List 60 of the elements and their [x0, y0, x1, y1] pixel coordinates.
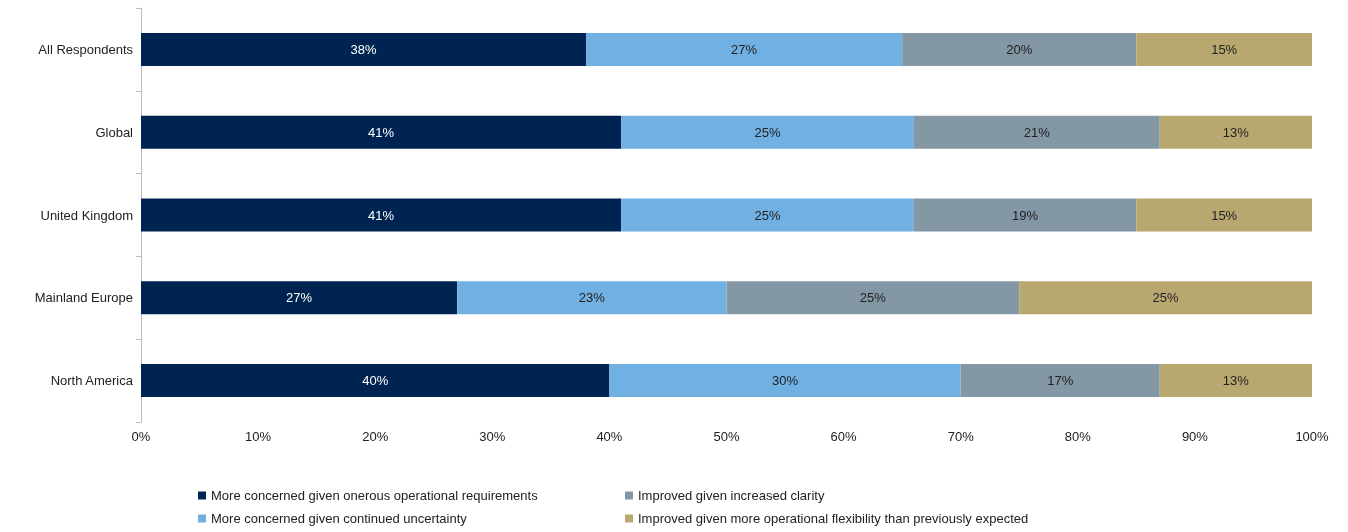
- x-tick-label: 60%: [830, 429, 858, 444]
- data-label: 41%: [368, 124, 395, 140]
- data-label: 40%: [362, 373, 389, 389]
- y-tick-label: Mainland Europe: [34, 290, 133, 306]
- y-tick-label: United Kingdom: [40, 207, 133, 223]
- x-tick-label: 80%: [1064, 429, 1092, 444]
- y-tick-label: Global: [95, 124, 134, 140]
- bar: [1159, 115, 1312, 149]
- bar: [726, 281, 1020, 315]
- legend-label: Improved given increased clarity: [638, 488, 825, 503]
- x-tick-label: 90%: [1181, 429, 1209, 444]
- data-label: 25%: [754, 124, 781, 140]
- bar: [621, 198, 914, 232]
- data-label: 15%: [1211, 207, 1238, 223]
- bar: [141, 32, 586, 66]
- y-tick-label: North America: [50, 373, 134, 389]
- bar: [1159, 364, 1312, 398]
- data-label: 20%: [1006, 41, 1033, 57]
- bar: [1136, 198, 1312, 232]
- bar: [1019, 281, 1312, 315]
- bar: [902, 32, 1137, 66]
- y-tick-label: All Respondents: [38, 41, 134, 57]
- x-tick-label: 70%: [947, 429, 975, 444]
- bar: [609, 364, 961, 398]
- x-tick-label: 100%: [1295, 429, 1330, 444]
- data-label: 19%: [1012, 207, 1039, 223]
- bar: [141, 115, 622, 149]
- data-label: 13%: [1222, 124, 1250, 140]
- bar: [585, 32, 903, 66]
- legend-label: More concerned given onerous operational requirements: [211, 488, 539, 503]
- x-tick-label: 10%: [245, 429, 272, 444]
- x-tick-label: 40%: [596, 429, 623, 444]
- legend-label: More concerned given continued uncertainty: [211, 511, 468, 526]
- bar: [141, 281, 458, 315]
- data-label: 27%: [286, 290, 313, 306]
- bar: [457, 281, 727, 315]
- bar: [141, 198, 622, 232]
- x-tick-label: 0%: [131, 429, 151, 444]
- data-label: 15%: [1211, 41, 1238, 57]
- data-label: 17%: [1047, 373, 1074, 389]
- data-label: 25%: [1152, 290, 1180, 306]
- legend-label: Improved given more operational flexibility than previously expected: [638, 511, 1029, 526]
- x-tick-label: 20%: [362, 429, 389, 444]
- data-label: 13%: [1222, 373, 1250, 389]
- bar: [1136, 32, 1312, 66]
- bar: [960, 364, 1160, 398]
- bar: [141, 364, 610, 398]
- bar: [621, 115, 914, 149]
- x-tick-label: 50%: [713, 429, 740, 444]
- data-label: 25%: [754, 207, 781, 223]
- data-label: 23%: [578, 290, 606, 306]
- data-label: 41%: [368, 207, 395, 223]
- x-tick-label: 30%: [479, 429, 506, 444]
- bar: [913, 115, 1160, 149]
- data-label: 27%: [731, 41, 758, 57]
- data-label: 25%: [859, 290, 887, 306]
- data-label: 30%: [772, 373, 799, 389]
- data-label: 21%: [1023, 124, 1051, 140]
- data-label: 38%: [350, 41, 377, 57]
- bar: [913, 198, 1137, 232]
